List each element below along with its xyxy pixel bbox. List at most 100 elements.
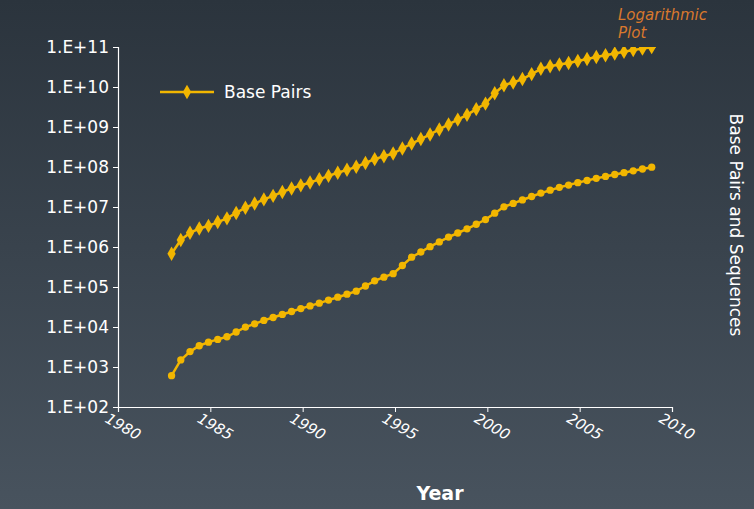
x-tick-mark [118,407,119,412]
x-tick: 2000 [471,407,513,444]
marker [638,47,646,56]
y-tick-label: 1.E+04 [46,317,109,337]
marker [325,296,332,303]
marker [445,233,452,240]
marker [482,216,489,223]
marker [611,171,618,178]
marker [279,311,286,318]
marker [454,229,461,236]
y-tick: 1.E+08 [46,157,118,177]
marker [565,181,572,188]
y-tick-mark [113,327,118,328]
x-tick: 1995 [379,407,421,444]
y-tick-mark [113,167,118,168]
marker [241,201,249,215]
y-tick-mark [113,127,118,128]
marker [223,211,231,225]
marker [630,167,637,174]
y-tick: 1.E+09 [46,117,118,137]
marker [371,152,379,166]
marker [232,206,240,220]
y-tick-label: 1.E+11 [46,37,109,57]
marker [269,189,277,203]
x-tick-label: 1990 [287,409,329,444]
marker [417,248,424,255]
marker [278,185,286,199]
marker [260,192,268,206]
marker [380,274,387,281]
marker [509,75,517,89]
marker [481,96,489,110]
x-tick-label: 2010 [656,409,698,444]
annotation: LogarithmicPlot [618,6,708,42]
y-tick-label: 1.E+10 [46,77,109,97]
marker [491,210,498,217]
series-markers [167,47,655,261]
y-tick: 1.E+11 [46,37,118,57]
marker [602,173,609,180]
y-axis-title: Base Pairs and Sequences [726,114,746,337]
marker [287,181,295,195]
marker [334,165,342,179]
marker [371,277,378,284]
x-tick-mark [210,407,211,412]
x-tick: 1980 [102,407,144,444]
y-tick-mark [113,407,118,408]
y-tick-label: 1.E+07 [46,197,109,217]
marker [195,221,203,235]
y-tick: 1.E+03 [46,357,118,377]
marker [436,238,443,245]
x-tick-label: 2000 [471,409,513,444]
legend: Base Pairs [160,82,311,102]
y-tick-mark [113,47,118,48]
x-axis: 1980198519901995200020052010 [102,407,698,444]
chart: 1.E+021.E+031.E+041.E+051.E+061.E+071.E+… [0,0,754,509]
marker [361,156,369,170]
marker [639,165,646,172]
marker [500,203,507,210]
y-tick-mark [113,287,118,288]
x-tick-label: 1980 [102,409,144,444]
marker [186,226,194,240]
marker [500,78,508,92]
marker [546,187,553,194]
marker [426,127,434,141]
marker [343,163,351,177]
marker [343,291,350,298]
x-tick-mark [395,407,396,412]
marker [334,294,341,301]
y-tick-mark [113,247,118,248]
marker [574,179,581,186]
marker [454,112,462,126]
plot-area [167,47,655,379]
y-tick-label: 1.E+03 [46,357,109,377]
marker [473,221,480,228]
y-tick: 1.E+07 [46,197,118,217]
marker [537,189,544,196]
marker [269,314,276,321]
y-tick-label: 1.E+02 [46,397,109,417]
marker [233,328,240,335]
marker [574,54,582,68]
marker [306,175,314,189]
marker [583,52,591,66]
marker [527,67,535,81]
marker [389,270,396,277]
marker [620,169,627,176]
background [0,0,754,509]
marker [537,62,545,76]
marker [528,193,535,200]
marker [407,136,415,150]
marker [648,164,655,171]
marker [556,184,563,191]
marker [214,336,221,343]
marker [205,338,212,345]
x-tick-mark [303,407,304,412]
marker [362,282,369,289]
marker [316,299,323,306]
y-tick-label: 1.E+09 [46,117,109,137]
marker [315,172,323,186]
y-tick-label: 1.E+08 [46,157,109,177]
marker [519,196,526,203]
marker [167,246,175,260]
